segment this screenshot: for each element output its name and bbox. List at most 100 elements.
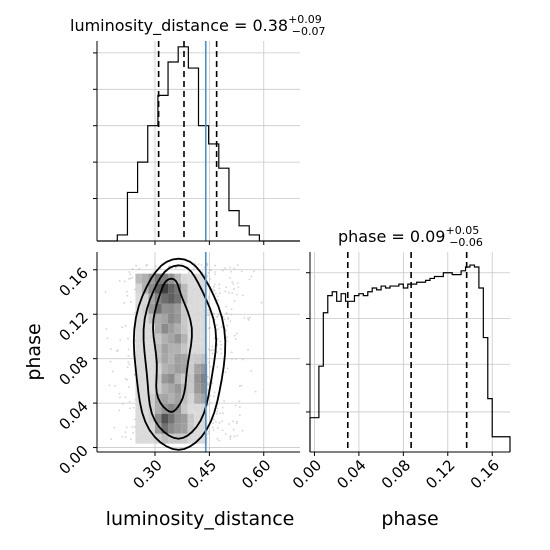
joint-density-cell: [155, 363, 162, 374]
joint-density-cell: [161, 343, 169, 354]
joint-scatter-point: [208, 269, 211, 272]
joint-scatter-point: [203, 266, 206, 269]
joint-scatter-point: [212, 289, 215, 292]
joint-density-cell: [194, 333, 201, 344]
joint-scatter-point: [129, 273, 132, 276]
joint-scatter-point: [221, 420, 223, 423]
joint-scatter-point: [131, 276, 134, 279]
joint-scatter-point: [236, 332, 238, 335]
joint-scatter-point: [207, 404, 209, 406]
joint-scatter-point: [167, 265, 170, 268]
joint-scatter-point: [193, 262, 196, 265]
joint-density-cell: [135, 353, 142, 364]
joint-scatter-point: [109, 348, 112, 351]
joint-density-cell: [200, 383, 208, 394]
joint-scatter-point: [126, 294, 129, 297]
joint-scatter-point: [207, 382, 209, 384]
joint-density-cell: [194, 323, 201, 334]
joint-scatter-point: [216, 337, 219, 340]
joint-scatter-point: [235, 422, 238, 425]
joint-density-cell: [187, 383, 195, 394]
joint-density-cell: [187, 373, 195, 384]
joint-scatter-point: [228, 436, 231, 438]
joint-scatter-point: [207, 314, 210, 317]
joint-scatter-point: [133, 425, 136, 428]
joint-density-cell: [141, 303, 149, 314]
joint-scatter-point: [253, 270, 255, 273]
joint-density-cell: [200, 343, 208, 354]
joint-scatter-point: [145, 264, 148, 267]
joint-scatter-point: [218, 439, 221, 442]
joint-density-cell: [181, 403, 188, 414]
luminosity-distance-quantile-lines: [157, 41, 218, 241]
joint-scatter-point: [211, 352, 214, 355]
joint-scatter-point: [125, 290, 128, 293]
joint-scatter-point: [233, 334, 236, 337]
joint-density-cell: [141, 363, 149, 374]
joint-density-cell: [194, 293, 201, 304]
joint-scatter-point: [126, 366, 129, 368]
joint-scatter-point: [247, 317, 249, 320]
joint-scatter-point: [221, 429, 224, 432]
joint-scatter-point: [206, 376, 209, 378]
joint-scatter-point: [216, 316, 218, 319]
joint-scatter-point: [212, 428, 215, 431]
joint-scatter-point: [234, 404, 237, 407]
joint-density-cell: [194, 273, 201, 284]
joint-scatter-point: [219, 412, 222, 415]
joint-density-cell: [181, 323, 188, 334]
joint-scatter-point: [219, 292, 222, 295]
joint-density-cell: [148, 423, 155, 434]
joint-density-cell: [141, 273, 149, 284]
joint-scatter-point: [238, 406, 241, 408]
joint-scatter-point: [123, 302, 126, 304]
joint-density-cell: [161, 303, 169, 314]
joint-density-cell: [187, 273, 195, 284]
joint-density-cell: [200, 313, 208, 324]
joint-scatter-point: [216, 299, 219, 302]
joint-density-cell: [200, 373, 208, 384]
joint-density-cell: [194, 373, 201, 384]
joint-scatter-point: [217, 328, 220, 331]
joint-density-cell: [168, 353, 175, 364]
joint-scatter-point: [230, 313, 233, 316]
joint-density-cell: [181, 273, 188, 284]
joint-scatter-point: [212, 418, 215, 421]
joint-scatter-point: [132, 406, 135, 409]
joint-density-cell: [181, 293, 188, 304]
title-sub: −0.06: [449, 236, 483, 249]
joint-density-cell: [161, 273, 169, 284]
joint-scatter-point: [154, 265, 157, 268]
joint-scatter-point: [207, 383, 209, 386]
joint-scatter-point: [228, 291, 230, 294]
title-sub: −0.07: [292, 25, 326, 38]
luminosity-distance-hist-title: luminosity_distance = 0.38+0.09 −0.07: [70, 13, 326, 38]
joint-density-cell: [200, 413, 208, 424]
joint-density-cell: [161, 353, 169, 364]
joint-density-cell: [200, 353, 208, 364]
joint-density-cell: [174, 383, 182, 394]
joint-density-cell: [174, 313, 182, 324]
joint-scatter-point: [209, 365, 212, 368]
joint-scatter-point: [217, 427, 219, 429]
joint-scatter-point: [209, 278, 211, 280]
joint-density-cell: [161, 383, 169, 394]
joint-density-cell: [187, 433, 195, 444]
joint-scatter-point: [241, 294, 244, 297]
joint-density-cell: [135, 343, 142, 354]
joint-scatter-point: [241, 429, 244, 432]
joint-scatter-point: [215, 412, 218, 415]
joint-scatter-point: [207, 271, 210, 274]
joint-density-cell: [148, 433, 155, 444]
joint-density-cell: [187, 323, 195, 334]
joint-density-cell: [168, 393, 175, 404]
joint-scatter-point: [133, 374, 136, 377]
joint-density-cell: [174, 373, 182, 384]
joint-scatter-point: [224, 267, 227, 270]
joint-scatter-point: [207, 309, 210, 311]
joint-scatter-point: [216, 407, 219, 410]
phase-hist-step-line: [309, 264, 511, 452]
joint-density-cell: [161, 283, 169, 294]
joint-density-cell: [187, 403, 195, 414]
phase-xlabel: phase: [381, 508, 438, 530]
